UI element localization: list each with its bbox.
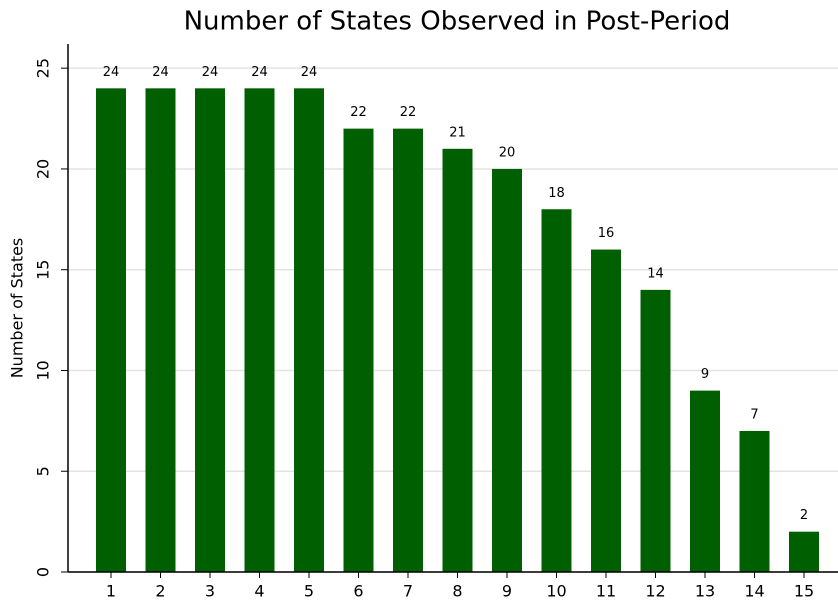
y-tick-label: 5 bbox=[34, 466, 53, 476]
x-tick-label: 5 bbox=[304, 582, 314, 601]
y-tick-label: 15 bbox=[34, 260, 53, 280]
x-tick-label: 11 bbox=[596, 582, 616, 601]
y-tick-label: 10 bbox=[34, 360, 53, 380]
bar bbox=[145, 88, 176, 572]
bar bbox=[244, 88, 275, 572]
value-label: 22 bbox=[350, 105, 367, 120]
y-tick-label: 25 bbox=[34, 58, 53, 78]
x-tick-label: 9 bbox=[502, 582, 512, 601]
x-tick-label: 13 bbox=[695, 582, 715, 601]
bar bbox=[442, 148, 473, 573]
chart-title: Number of States Observed in Post-Period bbox=[184, 7, 731, 37]
bar bbox=[739, 430, 770, 572]
value-label: 16 bbox=[598, 226, 615, 241]
y-tick-label: 20 bbox=[34, 159, 53, 179]
value-label: 18 bbox=[548, 186, 565, 201]
x-tick-label: 1 bbox=[106, 582, 116, 601]
x-tick-label: 4 bbox=[254, 582, 264, 601]
x-tick-label: 10 bbox=[546, 582, 566, 601]
value-label: 7 bbox=[750, 407, 758, 422]
x-tick-label: 7 bbox=[403, 582, 413, 601]
x-tick-label: 15 bbox=[794, 582, 814, 601]
x-tick-label: 8 bbox=[452, 582, 462, 601]
value-label: 24 bbox=[202, 65, 219, 80]
x-tick-label: 6 bbox=[353, 582, 363, 601]
bar bbox=[343, 128, 374, 572]
value-label: 9 bbox=[701, 367, 709, 382]
bar bbox=[294, 88, 324, 572]
x-tick-label: 14 bbox=[744, 582, 764, 601]
bar bbox=[690, 390, 720, 572]
bar bbox=[96, 88, 126, 572]
bar bbox=[541, 209, 572, 573]
x-tick-label: 3 bbox=[205, 582, 215, 601]
x-tick-label: 2 bbox=[155, 582, 165, 601]
value-label: 24 bbox=[301, 65, 318, 80]
value-label: 24 bbox=[103, 65, 120, 80]
value-label: 20 bbox=[499, 145, 516, 160]
bar bbox=[640, 289, 671, 572]
value-label: 21 bbox=[449, 125, 466, 140]
bar bbox=[591, 249, 621, 572]
value-label: 2 bbox=[800, 508, 808, 523]
y-tick-label: 0 bbox=[34, 567, 53, 577]
value-label: 24 bbox=[251, 65, 268, 80]
value-label: 24 bbox=[152, 65, 169, 80]
value-label: 14 bbox=[647, 266, 664, 281]
bar bbox=[492, 168, 522, 572]
y-axis-label: Number of States bbox=[8, 238, 27, 379]
x-tick-label: 12 bbox=[645, 582, 665, 601]
bar bbox=[393, 128, 423, 572]
bar bbox=[789, 531, 819, 572]
bar bbox=[195, 88, 225, 572]
value-label: 22 bbox=[400, 105, 417, 120]
